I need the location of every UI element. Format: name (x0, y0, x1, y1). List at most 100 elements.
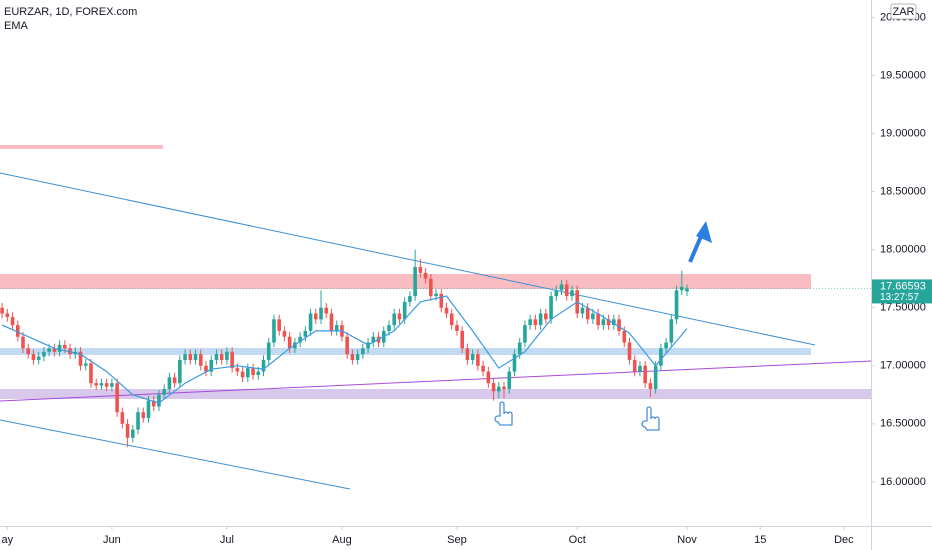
candle-body (313, 313, 318, 320)
candle-body (167, 377, 172, 389)
candle-body (439, 293, 444, 308)
chart-title: EURZAR, 1D, FOREX.com (4, 6, 137, 18)
candle-body (564, 284, 569, 297)
support-zone (0, 389, 872, 399)
candle-body (240, 371, 245, 378)
y-tick-label: 16.50000 (880, 418, 926, 430)
candle-body (434, 293, 438, 297)
candle-body (303, 330, 308, 337)
y-tick-label: 18.50000 (880, 185, 926, 197)
ema-line (1, 295, 688, 404)
currency-box (890, 3, 917, 20)
candle-body (606, 319, 611, 326)
candle-body (230, 351, 234, 369)
candle-body (15, 325, 20, 337)
candle-body (21, 336, 25, 349)
candle-body (465, 348, 470, 360)
resistance-zone (0, 274, 811, 289)
y-tick-label: 18.00000 (880, 244, 926, 256)
candle-body (533, 319, 538, 326)
hand-icon (494, 401, 660, 431)
indicator-label: EMA (4, 20, 29, 32)
trend-line (0, 172, 816, 346)
candle-body (298, 336, 302, 343)
candle-body (507, 371, 512, 389)
candle-body (470, 354, 475, 360)
candle-body (277, 319, 281, 331)
candle-body (345, 336, 349, 355)
y-tick-label: 19.00000 (880, 127, 926, 139)
candle-body (549, 296, 553, 320)
x-tick-label: 15 (754, 534, 766, 546)
candle-body (355, 354, 360, 360)
trend-line (0, 419, 351, 490)
countdown-label: 13:27:57 (880, 292, 919, 303)
candle-body (157, 394, 161, 407)
candle-body (42, 351, 46, 357)
candle-body (141, 412, 146, 419)
resistance-line (0, 145, 163, 149)
candle-body (5, 313, 10, 317)
x-tick-label: Aug (332, 534, 352, 546)
candle-body (172, 377, 177, 384)
candle-body (486, 371, 491, 384)
candle-body (669, 319, 674, 343)
candle-body (47, 348, 51, 352)
candle-body (632, 359, 637, 372)
candle-body (178, 359, 182, 384)
candle-body (580, 307, 585, 314)
candle-body (591, 313, 595, 320)
candle-body (282, 330, 287, 337)
price-tag-label: 17.66593 (880, 280, 926, 292)
candle-body (612, 319, 616, 326)
candle-body (659, 348, 663, 366)
candle-body (585, 307, 590, 320)
candle-body (209, 359, 214, 372)
candle-body (481, 365, 485, 372)
candle-body (502, 386, 506, 389)
candle-body (99, 383, 104, 386)
x-tick-label: Oct (569, 534, 586, 546)
candle-body (26, 348, 31, 355)
candle-body (476, 354, 480, 366)
candle-body (324, 307, 329, 314)
candle-body (214, 354, 219, 360)
candle-body (329, 313, 334, 331)
candle-body (648, 383, 653, 389)
candle-body (251, 368, 255, 376)
y-tick-label: 17.00000 (880, 360, 926, 372)
candle-body (617, 319, 621, 331)
candle-body (361, 348, 365, 355)
arrow (688, 221, 712, 263)
candle-body (120, 412, 125, 424)
candle-body (653, 365, 658, 389)
candle-body (570, 290, 574, 297)
y-tick-label: 17.50000 (880, 302, 926, 314)
candle-body (559, 284, 564, 291)
candle-body (371, 336, 376, 343)
candle-body (554, 290, 559, 297)
candle-body (193, 354, 198, 360)
candle-body (266, 342, 271, 360)
candle-body (125, 423, 130, 438)
candle-body (235, 368, 240, 372)
candle-body (664, 342, 668, 349)
candle-body (523, 325, 527, 343)
candle-body (538, 313, 543, 326)
candle-body (319, 307, 323, 320)
candle-body (685, 288, 689, 292)
currency-label: ZAR (893, 6, 915, 18)
support-zone (0, 348, 811, 355)
candle-body (491, 383, 496, 392)
x-tick-label: Dec (834, 534, 854, 546)
candle-body (429, 278, 433, 297)
candle-body (423, 272, 428, 279)
candle-body (146, 400, 151, 419)
series (0, 249, 871, 448)
x-tick-label: Nov (677, 534, 697, 546)
candle-body (52, 348, 57, 352)
candle-body (408, 296, 412, 302)
candle-body (334, 325, 339, 331)
candle-body (188, 354, 193, 360)
candle-body (350, 354, 355, 360)
